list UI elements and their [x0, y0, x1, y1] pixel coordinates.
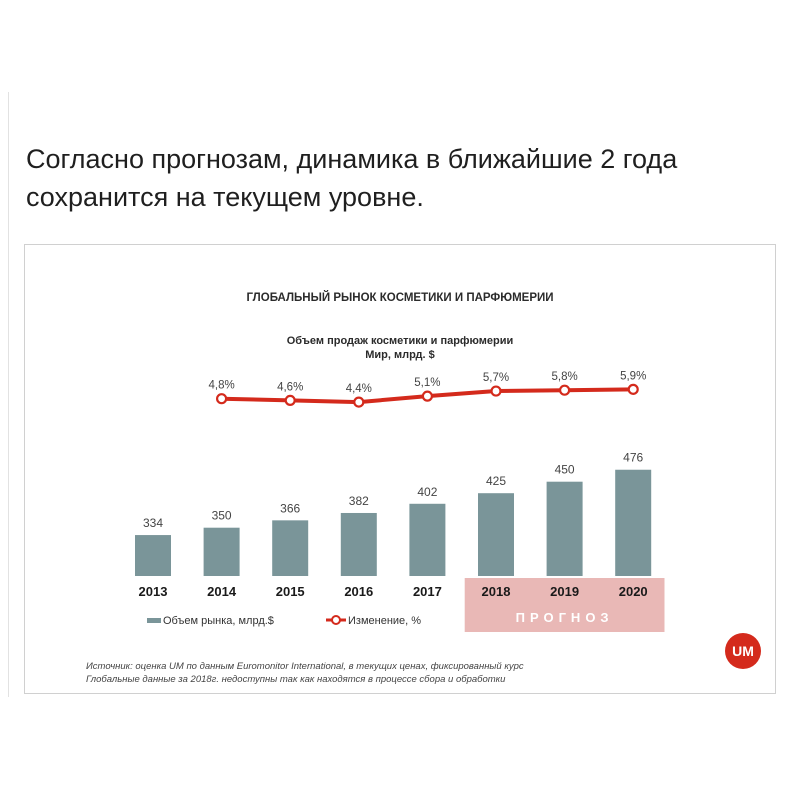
chart: ГЛОБАЛЬНЫЙ РЫНОК КОСМЕТИКИ И ПАРФЮМЕРИИ …: [86, 291, 761, 685]
line-point-2017: [421, 390, 433, 402]
bar-value-2016: 382: [349, 494, 369, 508]
bars-group: 334 350 366 382 402 425 450 476: [135, 451, 652, 576]
year-label-2015: 2015: [276, 584, 305, 599]
line-point-2014: [216, 393, 228, 405]
x-axis-labels: 2013 2014 2015 2016 2017 2018 2019 2020: [139, 584, 648, 599]
line-value-2020: 5,9%: [620, 370, 646, 382]
line-value-2019: 5,8%: [551, 371, 577, 383]
line-point-2020: [627, 383, 639, 395]
legend-bar-swatch: [147, 618, 161, 623]
legend-line-marker: [331, 615, 341, 625]
year-label-2017: 2017: [413, 584, 442, 599]
legend: Объем рынка, млрд.$ Изменение, %: [147, 615, 421, 627]
bar-2019: [546, 481, 583, 576]
bar-2017: [409, 503, 446, 576]
chart-subtitle-2: Мир, млрд. $: [365, 349, 435, 361]
bar-value-2013: 334: [143, 516, 163, 530]
um-logo: UM: [725, 633, 761, 669]
line-value-2018: 5,7%: [483, 372, 509, 384]
headline: Согласно прогнозам, динамика в ближайшие…: [26, 144, 678, 212]
line-value-2017: 5,1%: [414, 377, 440, 389]
chart-title: ГЛОБАЛЬНЫЙ РЫНОК КОСМЕТИКИ И ПАРФЮМЕРИИ: [246, 291, 553, 304]
bar-value-2015: 366: [280, 501, 300, 515]
bar-2016: [340, 512, 377, 576]
bar-value-2014: 350: [212, 509, 232, 523]
forecast-label: ПРОГНОЗ: [516, 610, 614, 625]
year-label-2020: 2020: [619, 584, 648, 599]
chart-subtitle-1: Объем продаж косметики и парфюмерии: [287, 335, 514, 347]
bar-value-2017: 402: [417, 485, 437, 499]
bar-2015: [272, 520, 309, 576]
bar-2018: [478, 493, 514, 576]
bar-2013: [135, 535, 171, 576]
source-note-2: Глобальные данные за 2018г. недоступны т…: [86, 674, 506, 685]
line-value-2016: 4,4%: [346, 383, 372, 395]
year-label-2018: 2018: [482, 584, 511, 599]
legend-line-label: Изменение, %: [348, 615, 421, 627]
line-value-2015: 4,6%: [277, 381, 303, 393]
forecast-band-group: ПРОГНОЗ: [464, 578, 665, 632]
line-value-2014: 4,8%: [208, 380, 234, 392]
line-point-2019: [558, 384, 571, 396]
year-label-2019: 2019: [550, 584, 579, 599]
year-label-2014: 2014: [207, 584, 237, 599]
um-logo-text: UM: [732, 643, 754, 659]
forecast-band: [464, 578, 665, 632]
bar-value-2020: 476: [623, 451, 643, 465]
bar-value-2019: 450: [555, 463, 575, 477]
um-logo-icon: [725, 633, 761, 669]
legend-bar-label: Объем рынка, млрд.$: [163, 615, 274, 627]
bar-2014: [203, 527, 240, 576]
year-label-2016: 2016: [344, 584, 373, 599]
line-group: 4,8% 4,6% 4,4% 5,1% 5,7% 5,8% 5,9%: [208, 370, 646, 408]
line-point-2018: [490, 385, 502, 397]
bar-2020: [615, 469, 652, 576]
year-label-2013: 2013: [139, 584, 168, 599]
line-point-2015: [284, 394, 296, 406]
bar-value-2018: 425: [486, 474, 506, 488]
source-note-1: Источник: оценка UM по данным Euromonito…: [86, 661, 524, 672]
line-point-2016: [353, 396, 365, 408]
page-divider: [8, 92, 9, 697]
